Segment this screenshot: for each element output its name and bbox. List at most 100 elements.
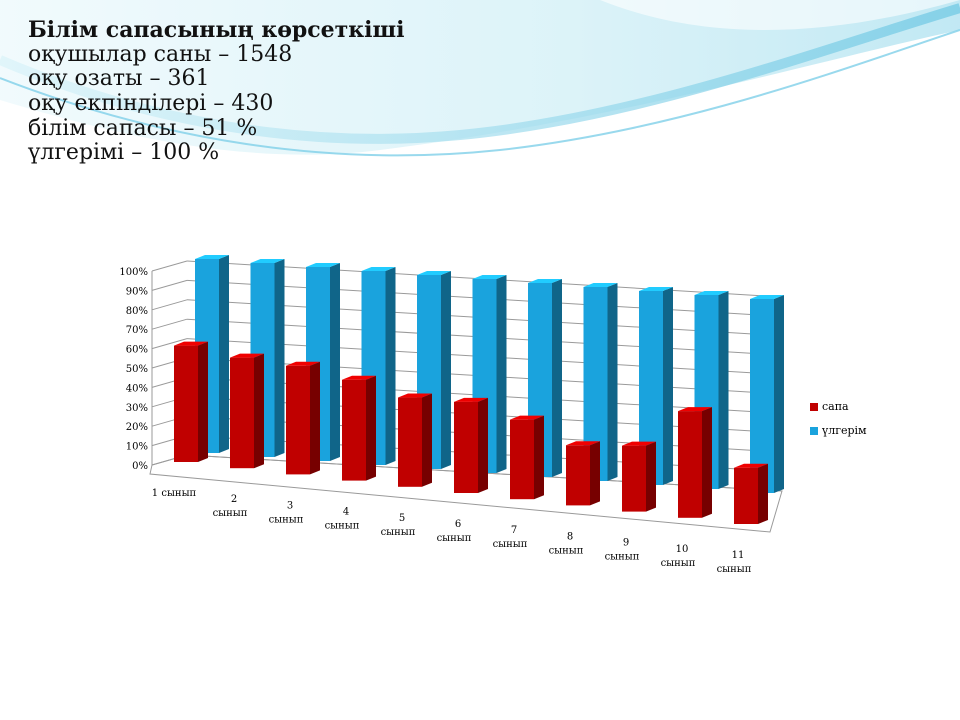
bar-ulgerim-side	[441, 271, 451, 469]
bar-sapa-side	[198, 341, 208, 462]
x-tick-label: 7	[511, 525, 517, 536]
legend-label: сапа	[822, 400, 849, 413]
bar-sapa-side	[534, 415, 544, 500]
summary-text-block: Білім сапасының көрсеткіші оқушылар саны…	[28, 18, 405, 166]
bar-sapa-side	[254, 353, 264, 469]
bar-ulgerim-top	[528, 279, 562, 283]
y-tick-label: 90%	[126, 286, 148, 297]
x-tick-label: сынып	[605, 552, 640, 563]
bar-sapa-side	[310, 361, 320, 475]
gridline-side	[151, 338, 188, 350]
y-tick-label: 80%	[126, 306, 148, 317]
summary-quality-percent: білім сапасы – 51 %	[28, 115, 258, 141]
x-tick-label: 5	[399, 513, 405, 524]
bar-ulgerim-top	[306, 263, 340, 267]
bar-sapa-side	[422, 393, 432, 487]
y-tick-label: 40%	[126, 383, 148, 394]
bar-ulgerim-top	[195, 255, 229, 259]
y-tick-label: 70%	[126, 325, 148, 336]
y-tick-label: 100%	[119, 267, 148, 278]
bar-sapa-side	[590, 441, 600, 506]
x-tick-label: 6	[455, 519, 461, 530]
bar-sapa-top	[678, 407, 712, 412]
gridline-side	[151, 260, 188, 272]
bar-ulgerim	[750, 299, 774, 493]
bar-sapa	[734, 467, 758, 524]
x-tick-label: сынып	[717, 564, 752, 575]
bar-ulgerim-side	[274, 259, 285, 457]
header-wave-light	[0, 0, 960, 155]
y-tick-label: 10%	[126, 442, 148, 453]
bar-sapa-top	[734, 463, 768, 468]
bar-ulgerim-top	[472, 275, 507, 279]
x-tick-label: сынып	[437, 533, 472, 544]
bar-ulgerim-top	[417, 271, 451, 275]
bar-ulgerim-side	[385, 267, 396, 465]
bar-sapa	[622, 445, 646, 512]
bar-sapa-side	[366, 375, 376, 481]
bar-sapa-top	[342, 375, 376, 380]
summary-good-count: оқу екпінділері – 430	[28, 90, 274, 116]
summary-progress-percent: үлгерімі – 100 %	[28, 140, 220, 166]
bar-ulgerim-top	[694, 291, 729, 295]
bar-sapa-side	[702, 407, 712, 518]
gridline-side	[151, 299, 188, 311]
bar-sapa-top	[622, 441, 656, 446]
legend-swatch	[810, 427, 818, 435]
bar-ulgerim-side	[774, 295, 784, 493]
bar-sapa-top	[398, 393, 432, 398]
bar-sapa-top	[510, 415, 544, 420]
legend-label: үлгерім	[821, 424, 867, 437]
bar-sapa-top	[454, 397, 488, 402]
bar-sapa	[342, 379, 366, 481]
x-tick-label: сынып	[661, 558, 696, 569]
x-tick-label: сынып	[381, 527, 416, 538]
x-tick-label: сынып	[493, 539, 528, 550]
gridline-side	[151, 318, 188, 330]
x-tick-label: 3	[287, 500, 293, 511]
bar-ulgerim-top	[639, 287, 673, 291]
bar-ulgerim-top	[583, 283, 618, 287]
bar-sapa-side	[758, 463, 768, 524]
bar-sapa-top	[566, 441, 600, 446]
bar-ulgerim-top	[361, 267, 396, 271]
x-tick-label: сынып	[213, 508, 248, 519]
x-tick-label: 1 сынып	[152, 488, 197, 499]
bar-sapa-side	[646, 441, 656, 512]
legend-swatch	[810, 403, 818, 411]
bar-ulgerim-side	[663, 287, 673, 485]
x-tick-label: сынып	[325, 521, 360, 532]
x-tick-label: 11	[732, 550, 745, 561]
y-tick-label: 60%	[126, 345, 148, 356]
bar-sapa-top	[286, 361, 320, 366]
summary-title: Білім сапасының көрсеткіші	[28, 17, 405, 43]
bar-ulgerim-side	[552, 279, 562, 477]
y-tick-label: 50%	[126, 364, 148, 375]
header-wave-glow	[600, 0, 960, 30]
bar-sapa	[174, 345, 198, 462]
bar-ulgerim-side	[496, 275, 507, 473]
x-tick-label: 4	[343, 507, 349, 518]
bar-ulgerim-side	[219, 255, 229, 453]
y-tick-label: 30%	[126, 403, 148, 414]
header-wave	[0, 3, 960, 144]
bar-ulgerim-top	[750, 295, 784, 299]
bar-sapa-top	[230, 353, 264, 358]
bar-sapa	[286, 365, 310, 475]
bar-sapa	[230, 357, 254, 469]
summary-excellent-count: оқу озаты – 361	[28, 66, 210, 92]
bar-sapa	[566, 445, 590, 506]
bar-sapa	[678, 411, 702, 518]
bar-sapa	[454, 401, 478, 493]
bar-sapa-side	[478, 397, 488, 493]
x-tick-label: сынып	[269, 514, 304, 525]
x-tick-label: 10	[676, 544, 689, 555]
gridline-side	[151, 279, 188, 291]
x-tick-label: сынып	[549, 545, 584, 556]
bar-ulgerim-top	[250, 259, 285, 263]
x-tick-label: 8	[567, 531, 573, 542]
y-tick-label: 0%	[132, 461, 148, 472]
bar-sapa	[398, 397, 422, 487]
